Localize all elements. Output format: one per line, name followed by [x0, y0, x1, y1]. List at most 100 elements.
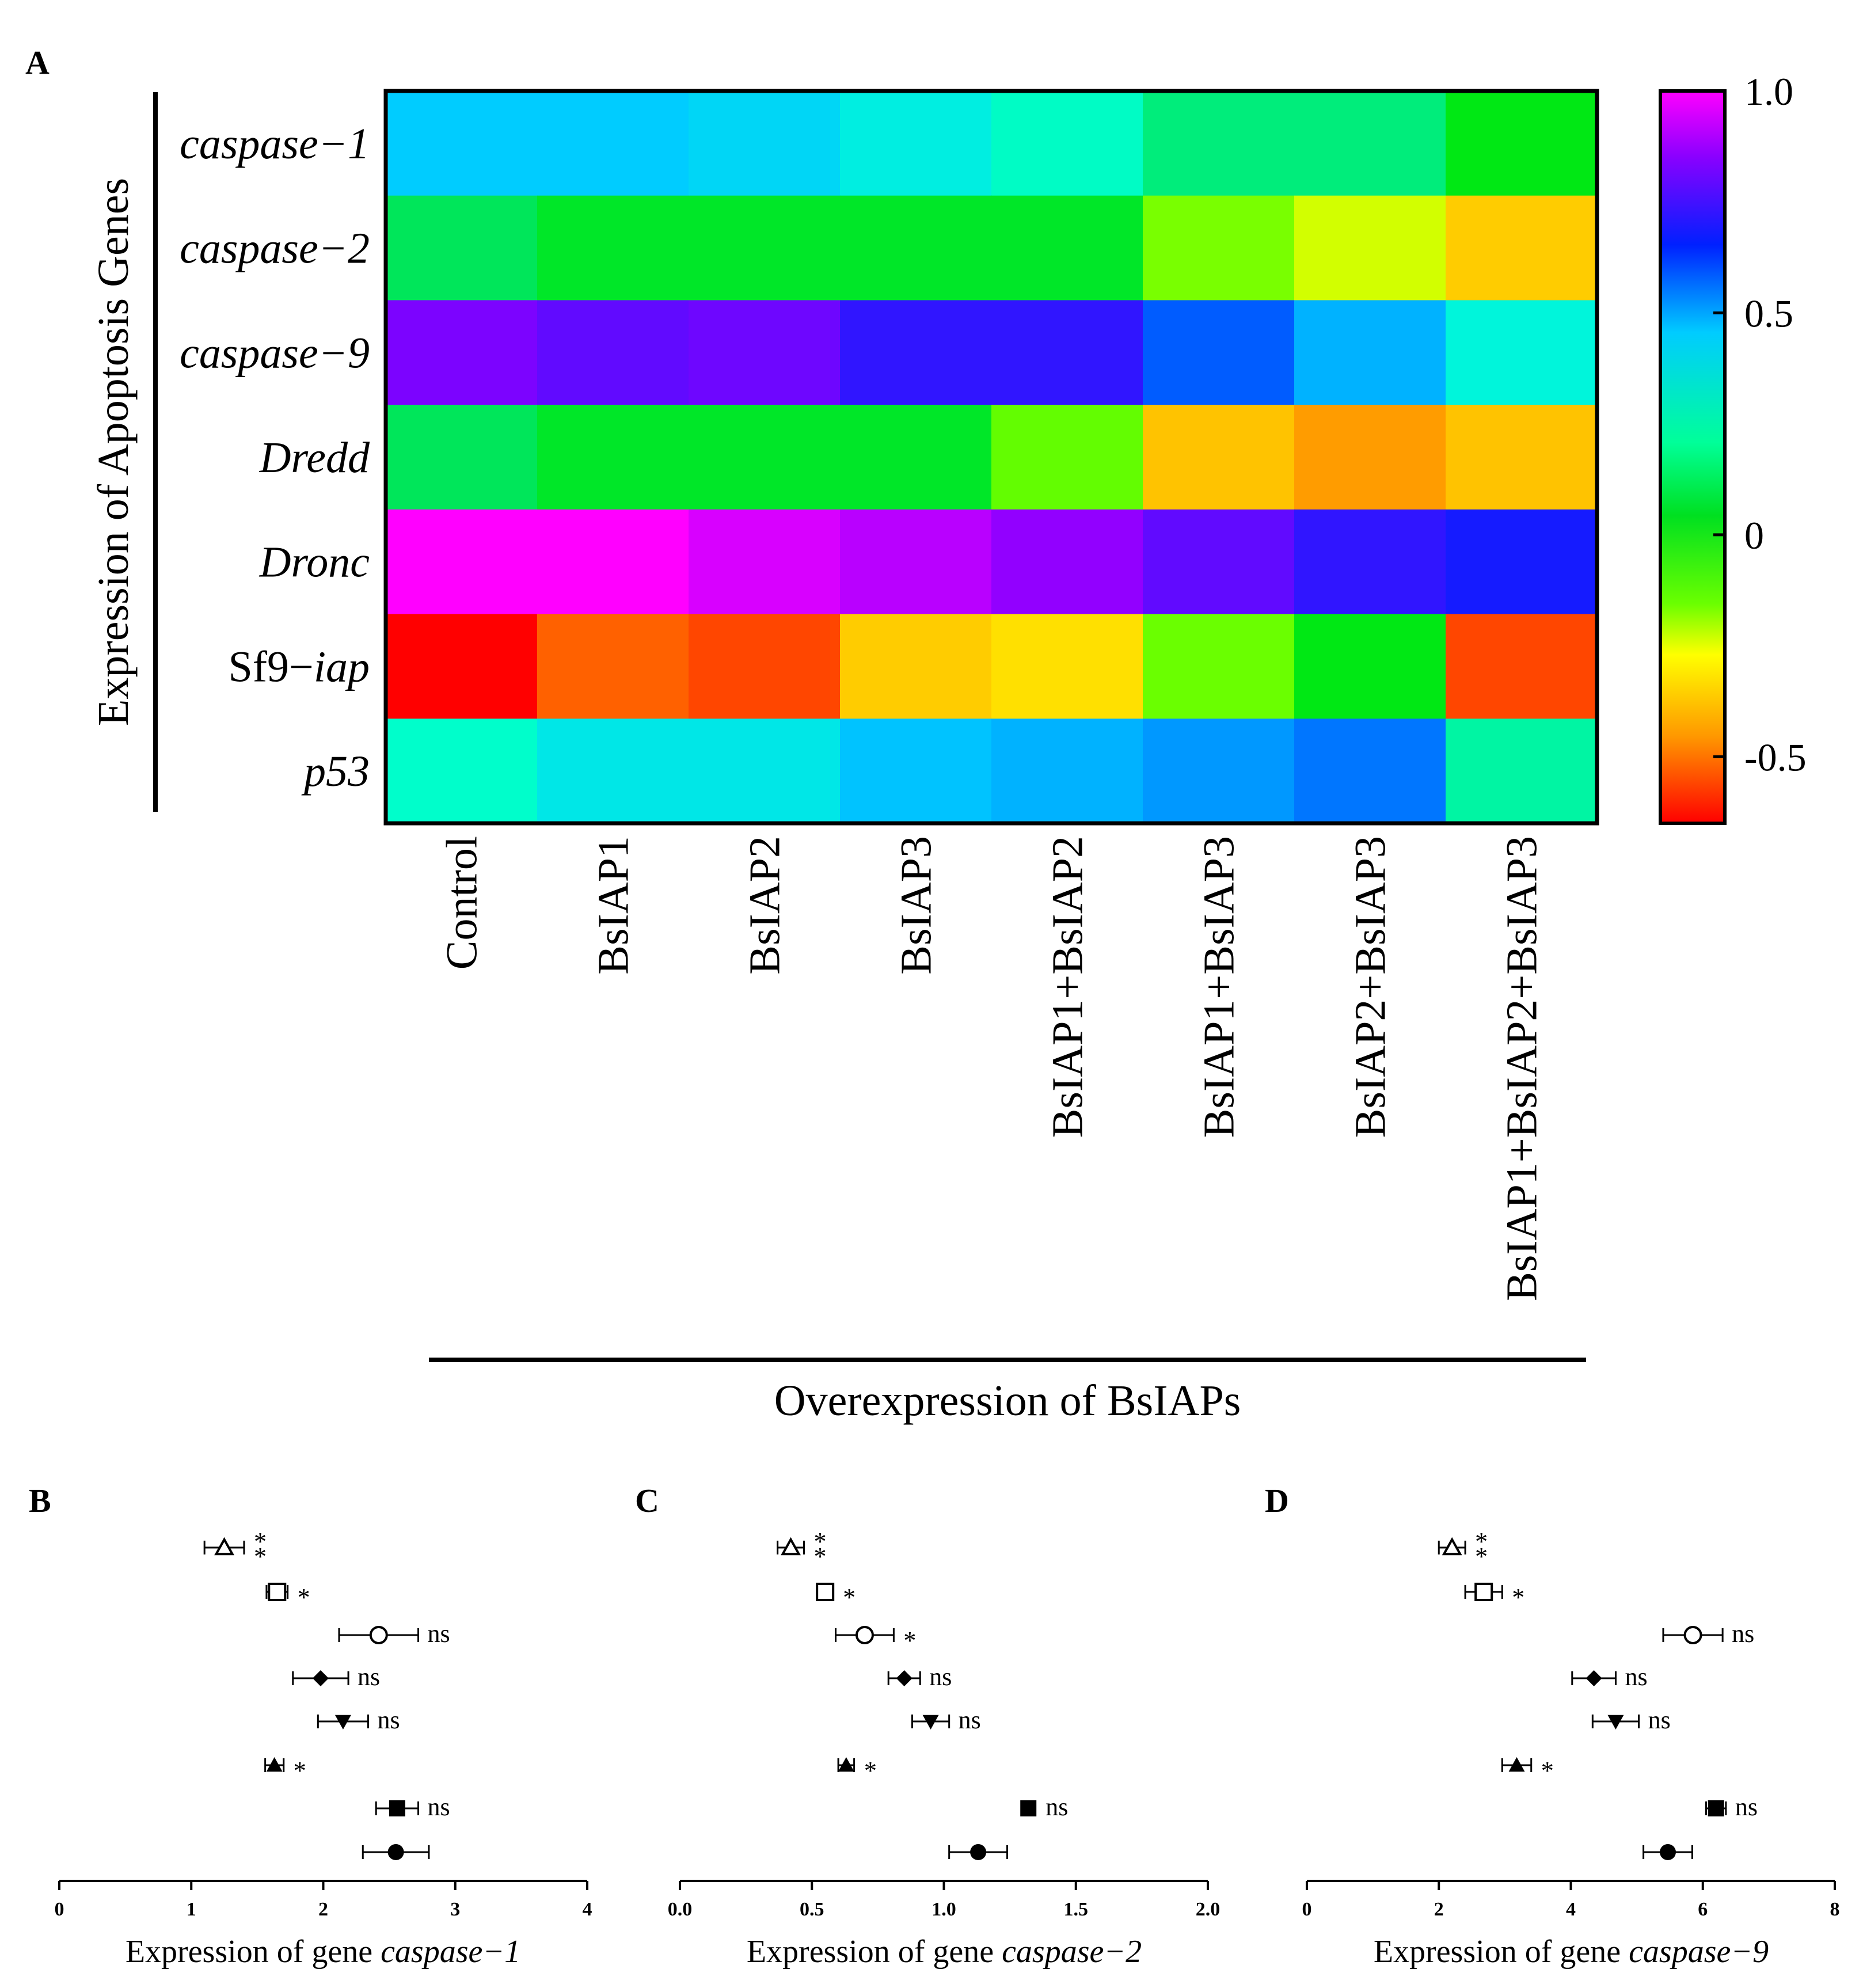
heatmap-cell	[1446, 91, 1598, 196]
column-label: BsIAP1+BsIAP2	[1044, 836, 1092, 1138]
panel-letter: D	[1265, 1482, 1289, 1519]
heatmap-cell	[1143, 405, 1295, 510]
panel-letter: C	[635, 1482, 659, 1519]
heatmap-cell	[537, 91, 689, 196]
heatmap-cell	[1446, 195, 1598, 301]
open-triangle-marker	[214, 1537, 234, 1556]
colorbar-tick-label: 0.5	[1744, 292, 1793, 336]
heatmap-xlabel: Overexpression of BsIAPs	[774, 1377, 1241, 1425]
open-circle-marker	[855, 1626, 874, 1644]
heatmap-cell	[991, 719, 1143, 824]
significance-label: *	[1475, 1542, 1488, 1571]
heatmap-cell	[1294, 300, 1446, 405]
panel-c: C 0.0 0.5 1.0 1.5 2.0 Expression of gene caspa…	[635, 1482, 1220, 1970]
heatmap-column-labels: Control BsIAP1 BsIAP2 BsIAP3 BsIAP1+BsIAP2 Bs…	[438, 836, 1546, 1301]
heatmap-cell	[1294, 614, 1446, 719]
heatmap-cell	[1294, 509, 1446, 615]
row-label: caspase−1	[180, 120, 370, 168]
x-tick-label: 1	[187, 1899, 196, 1920]
significance-label: ns	[428, 1620, 450, 1648]
open-square-marker	[268, 1583, 287, 1601]
heatmap-cell	[1446, 614, 1598, 719]
significance-label: ns	[377, 1706, 400, 1734]
heatmap-cell	[386, 91, 538, 196]
x-tick-label: 0.5	[800, 1899, 824, 1920]
heatmap-cell	[689, 719, 841, 824]
open-square-marker	[1474, 1583, 1493, 1601]
filled-square-marker	[389, 1800, 405, 1816]
x-tick-label: 1.5	[1064, 1899, 1089, 1920]
filled-circle-marker	[970, 1844, 987, 1860]
heatmap-cell	[1143, 91, 1295, 196]
heatmap-cell	[386, 405, 538, 510]
heatmap-cell	[689, 300, 841, 405]
open-triangle-marker	[781, 1537, 801, 1556]
significance-label: *	[1541, 1757, 1554, 1785]
significance-label: ns	[1648, 1706, 1671, 1734]
heatmap-cell	[537, 614, 689, 719]
significance-label: *	[903, 1626, 916, 1655]
significance-label: ns	[929, 1663, 952, 1691]
filled-diamond-marker	[312, 1670, 329, 1686]
heatmap-cell	[537, 509, 689, 615]
column-label: BsIAP2	[741, 836, 789, 975]
significance-label: ns	[1732, 1620, 1754, 1648]
colorbar-tick-label: 0	[1744, 514, 1764, 557]
heatmap-cell	[537, 405, 689, 510]
filled-triangle-marker	[266, 1757, 283, 1772]
x-axis-label: Expression of gene caspase−2	[747, 1934, 1142, 1970]
x-tick-label: 3	[450, 1899, 460, 1920]
heatmap-cell	[991, 91, 1143, 196]
heatmap-cell	[386, 509, 538, 615]
heatmap-cell	[1294, 719, 1446, 824]
column-label: BsIAP1+BsIAP3	[1195, 836, 1244, 1138]
x-axis-label: Expression of gene caspase−9	[1374, 1934, 1769, 1970]
row-label: p53	[301, 747, 370, 796]
x-tick-label: 4	[1566, 1899, 1576, 1920]
filled-square-marker	[1020, 1800, 1037, 1816]
filled-triangle-marker	[1508, 1757, 1525, 1772]
x-tick-label: 8	[1830, 1899, 1840, 1920]
colorbar	[1659, 89, 1727, 825]
row-label: caspase−2	[180, 225, 370, 273]
column-label: Control	[438, 836, 486, 970]
column-label: BsIAP3	[892, 836, 941, 975]
filled-triangle-marker	[838, 1757, 854, 1772]
colorbar-tick-label: 1.0	[1744, 70, 1793, 113]
heatmap-cell	[840, 509, 992, 615]
significance-label: ns	[428, 1793, 450, 1821]
heatmap-cell	[1294, 91, 1446, 196]
row-label: Dredd	[259, 434, 370, 482]
open-circle-marker	[369, 1626, 388, 1644]
x-tick-label: 2	[1434, 1899, 1444, 1920]
significance-label: *	[813, 1527, 826, 1556]
column-label: BsIAP2+BsIAP3	[1347, 836, 1395, 1138]
heatmap-cell	[386, 300, 538, 405]
heatmap-cell	[1143, 719, 1295, 824]
x-tick-label: 0	[1302, 1899, 1312, 1920]
heatmap-cell	[689, 91, 841, 196]
open-triangle-marker	[1442, 1537, 1462, 1556]
heatmap-frame	[383, 89, 1599, 826]
row-label: Dronc	[259, 538, 370, 587]
x-tick-label: 2	[318, 1899, 328, 1920]
significance-label: *	[843, 1583, 856, 1611]
significance-label: ns	[1735, 1793, 1758, 1821]
row-label: caspase−9	[180, 329, 370, 377]
x-tick-label: 1.0	[932, 1899, 956, 1920]
heatmap-cell	[386, 614, 538, 719]
heatmap-cell	[840, 195, 992, 301]
heatmap-ylabel: Expression of Apoptosis Genes	[89, 178, 138, 726]
heatmap-cell	[991, 195, 1143, 301]
column-label: BsIAP1+BsIAP2+BsIAP3	[1498, 836, 1546, 1301]
heatmap-cell	[991, 614, 1143, 719]
open-square-marker	[816, 1583, 835, 1601]
heatmap-cell	[840, 300, 992, 405]
heatmap-cell	[1143, 509, 1295, 615]
heatmap-cell	[1143, 300, 1295, 405]
significance-label: *	[254, 1542, 267, 1571]
heatmap-cell	[840, 719, 992, 824]
heatmap-cell	[840, 405, 992, 510]
heatmap-cell	[1446, 719, 1598, 824]
